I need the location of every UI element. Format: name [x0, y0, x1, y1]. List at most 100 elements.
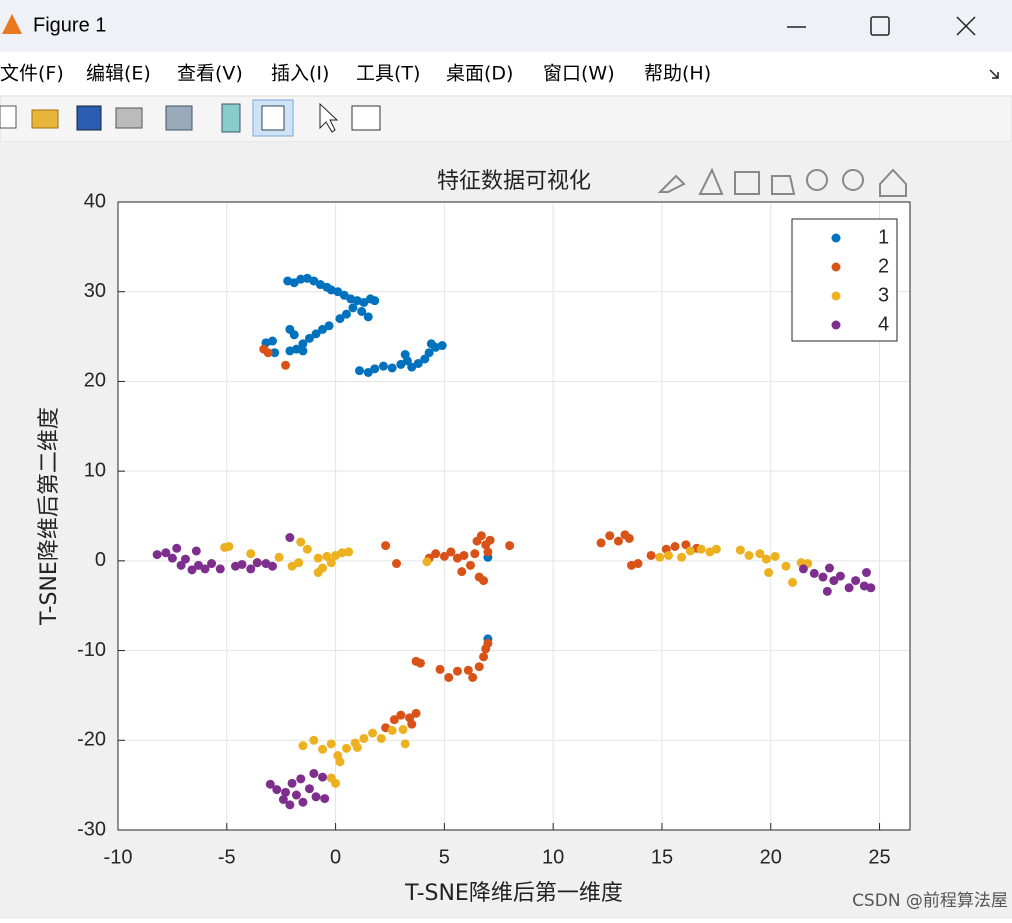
scatter-point — [270, 348, 280, 358]
scatter-point — [605, 531, 615, 541]
scatter-point — [246, 549, 256, 559]
scatter-point — [411, 708, 421, 718]
menu-item[interactable]: 工具(T) — [356, 63, 420, 85]
scatter-point — [396, 710, 406, 720]
scatter-point — [476, 531, 486, 541]
scatter-point — [866, 583, 876, 593]
scatter-point — [755, 549, 765, 559]
scatter-point — [788, 577, 798, 587]
scatter-point — [596, 538, 606, 548]
scatter-point — [633, 559, 643, 569]
x-tick-label: 5 — [439, 846, 450, 868]
scatter-point — [302, 544, 312, 554]
scatter-point — [426, 339, 436, 349]
menu-item[interactable]: 查看(V) — [177, 63, 243, 85]
scatter-point — [355, 366, 365, 376]
x-tick-label: 15 — [651, 846, 673, 868]
x-tick-label: 0 — [330, 846, 341, 868]
scatter-point — [407, 719, 417, 729]
scatter-point — [685, 546, 695, 556]
scatter-point — [681, 540, 691, 550]
scatter-point — [677, 552, 687, 562]
y-axis-label: T-SNE降维后第二维度 — [37, 407, 62, 626]
scatter-point — [311, 329, 321, 339]
scatter-point — [252, 558, 262, 568]
scatter-point — [304, 784, 314, 794]
scatter-point — [285, 533, 295, 543]
scatter-point — [326, 558, 336, 568]
scatter-point — [818, 572, 828, 582]
y-tick-label: 0 — [95, 549, 106, 571]
menu-item[interactable]: 桌面(D) — [446, 63, 513, 85]
scatter-point — [446, 547, 456, 557]
scatter-point — [267, 336, 277, 346]
scatter-point — [465, 560, 475, 570]
scatter-point — [298, 797, 308, 807]
title-bar — [0, 0, 1012, 52]
scatter-point — [285, 324, 295, 334]
scatter-point — [311, 792, 321, 802]
maximize-button[interactable] — [870, 16, 890, 36]
scatter-point — [298, 339, 308, 349]
scatter-point — [281, 787, 291, 797]
scatter-point — [331, 778, 341, 788]
scatter-point — [505, 541, 515, 551]
scatter-point — [370, 364, 380, 374]
scatter-point — [272, 785, 282, 795]
scatter-point — [655, 552, 665, 562]
scatter-point — [463, 665, 473, 675]
scatter-point — [341, 743, 351, 753]
scatter-point — [844, 583, 854, 593]
scatter-point — [309, 768, 319, 778]
scatter-point — [613, 536, 623, 546]
y-tick-label: -20 — [77, 729, 106, 751]
y-tick-label: 20 — [84, 370, 106, 392]
scatter-point — [318, 744, 328, 754]
scatter-point — [378, 361, 388, 371]
scatter-point — [161, 548, 171, 558]
scatter-point — [357, 306, 367, 316]
scatter-point — [215, 564, 225, 574]
x-axis-label: T-SNE降维后第一维度 — [404, 881, 623, 906]
legend-marker — [831, 320, 841, 330]
scatter-point — [624, 533, 634, 543]
scatter-point — [335, 757, 345, 767]
menu-arrow[interactable] — [989, 69, 999, 79]
chart-title: 特征数据可视化 — [437, 169, 591, 194]
scatter-point — [483, 547, 493, 557]
scatter-point — [326, 739, 336, 749]
scatter-point — [296, 537, 306, 547]
scatter-point — [413, 358, 423, 368]
scatter-point — [322, 551, 332, 561]
scatter-point — [294, 558, 304, 568]
scatter-point — [313, 553, 323, 563]
scatter-point — [296, 774, 306, 784]
scatter-point — [318, 324, 328, 334]
close-button[interactable] — [956, 16, 976, 36]
y-tick-label: 40 — [84, 190, 106, 212]
x-tick-label: 20 — [760, 846, 782, 868]
menu-item[interactable]: 窗口(W) — [543, 63, 615, 85]
scatter-point — [320, 794, 330, 804]
scatter-point — [457, 567, 467, 577]
window-title: Figure 1 — [33, 14, 106, 36]
axes-toolbar[interactable] — [657, 167, 907, 197]
scatter-point — [415, 658, 425, 668]
menu-item[interactable]: 插入(I) — [271, 63, 329, 85]
menu-item[interactable]: 编辑(E) — [86, 63, 151, 85]
scatter-point — [176, 560, 186, 570]
scatter-point — [468, 672, 478, 682]
scatter-point — [420, 354, 430, 364]
scatter-point — [764, 568, 774, 578]
scatter-point — [278, 794, 288, 804]
scatter-point — [422, 557, 432, 567]
menu-item[interactable]: 帮助(H) — [644, 63, 711, 85]
menu-item[interactable]: 文件(F) — [0, 63, 64, 85]
scatter-point — [483, 638, 493, 648]
scatter-point — [387, 363, 397, 373]
scatter-point — [237, 559, 247, 569]
scatter-point — [246, 564, 256, 574]
watermark: CSDN @前程算法屋 — [852, 891, 1008, 911]
toolbar-icons[interactable] — [0, 99, 381, 137]
